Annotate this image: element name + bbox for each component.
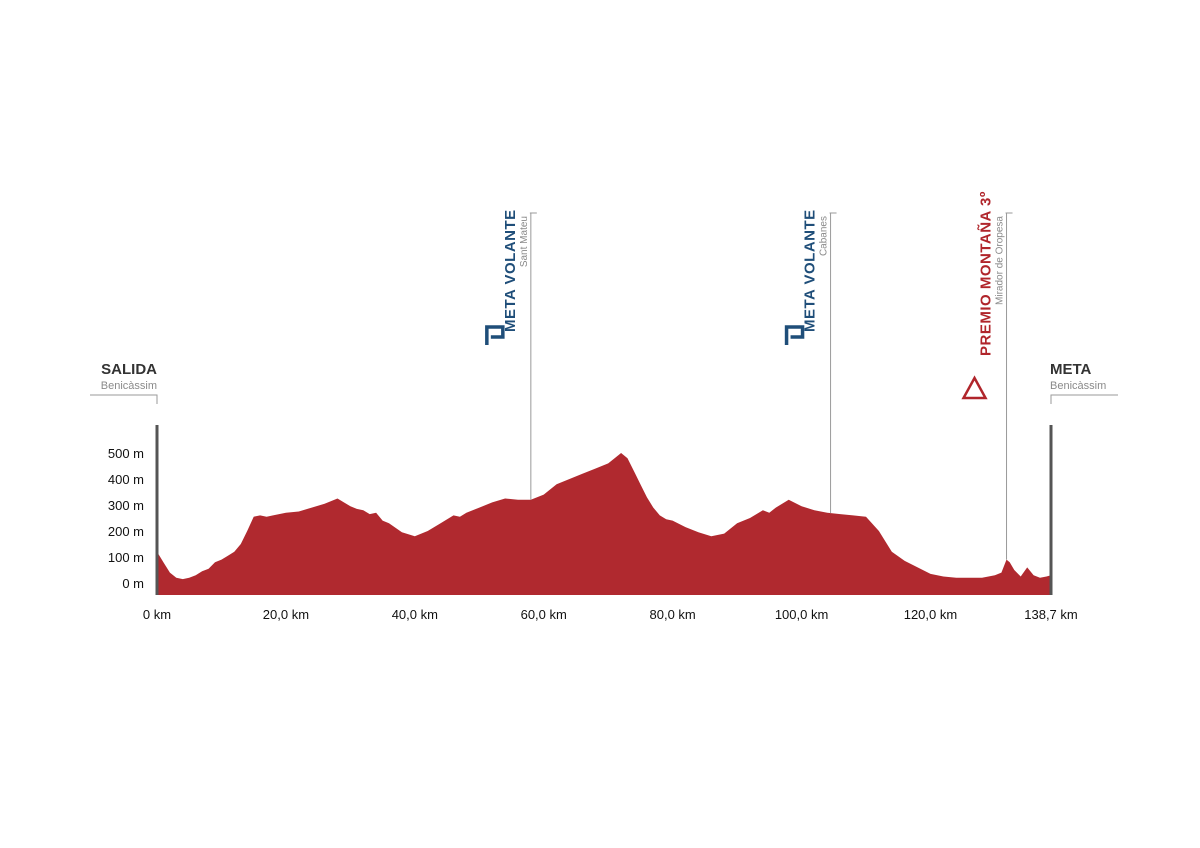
- y-tick-label: 500 m: [108, 446, 144, 461]
- marker-title: PREMIO MONTAÑA 3º: [977, 191, 995, 356]
- start-place: Benicàssim: [101, 380, 157, 392]
- x-tick-label: 0 km: [143, 607, 171, 622]
- marker-title: META VOLANTE: [502, 209, 519, 332]
- finish-label-group: META Benicàssim: [1050, 361, 1118, 404]
- marker-place: Sant Mateu: [519, 216, 530, 267]
- y-tick-label: 300 m: [108, 498, 144, 513]
- finish-bracket: [1050, 394, 1118, 404]
- sprint-p-icon: [784, 325, 805, 345]
- x-tick-label: 20,0 km: [263, 607, 309, 622]
- marker-place: Cabanes: [819, 216, 830, 256]
- finish-title: META: [1050, 361, 1092, 378]
- y-tick-label: 400 m: [108, 472, 144, 487]
- start-title: SALIDA: [101, 361, 157, 378]
- x-axis-tick-labels: 0 km 20,0 km 40,0 km 60,0 km 80,0 km 100,0 km…: [143, 607, 1078, 622]
- y-axis-tick-labels: 0 m 100 m 200 m 300 m 400 m 500 m: [108, 446, 144, 591]
- marker-sprint-cabanes: META VOLANTE Cabanes: [784, 209, 837, 514]
- x-tick-label: 80,0 km: [650, 607, 696, 622]
- x-tick-label: 40,0 km: [392, 607, 438, 622]
- x-tick-label: 60,0 km: [521, 607, 567, 622]
- sprint-p-icon: [485, 325, 505, 345]
- marker-title: META VOLANTE: [802, 209, 819, 332]
- y-tick-label: 100 m: [108, 550, 144, 565]
- elevation-profile-area: [157, 453, 1051, 595]
- mountain-triangle-icon: [961, 375, 988, 400]
- y-tick-label: 0 m: [122, 576, 144, 591]
- x-tick-label: 138,7 km: [1024, 607, 1077, 622]
- y-tick-label: 200 m: [108, 524, 144, 539]
- x-tick-label: 120,0 km: [904, 607, 957, 622]
- x-tick-label: 100,0 km: [775, 607, 828, 622]
- start-label-group: SALIDA Benicàssim: [90, 361, 158, 404]
- marker-place: Mirador de Oropesa: [995, 216, 1006, 305]
- finish-place: Benicàssim: [1050, 380, 1106, 392]
- start-bracket: [90, 394, 158, 404]
- marker-mountain-oropesa: PREMIO MONTAÑA 3º Mirador de Oropesa: [961, 191, 1013, 560]
- marker-sprint-sant-mateu: META VOLANTE Sant Mateu: [485, 209, 537, 500]
